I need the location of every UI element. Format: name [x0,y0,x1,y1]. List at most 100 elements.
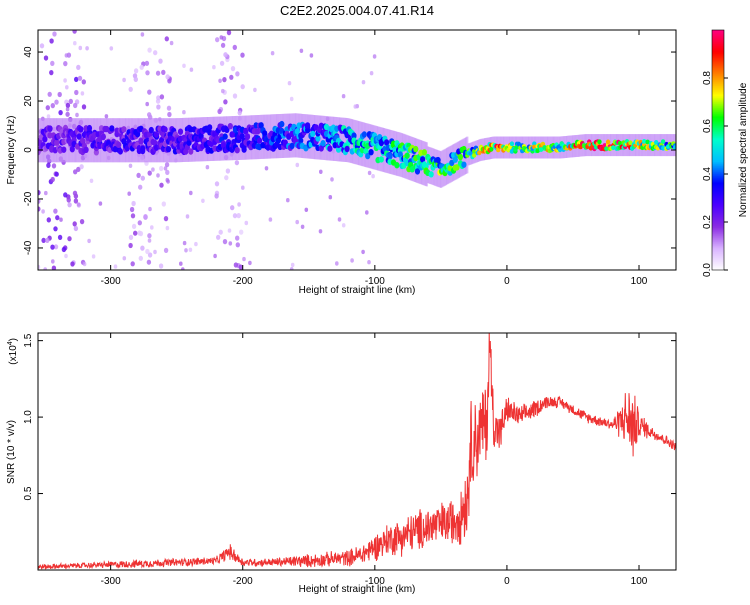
spectrogram-cell [248,260,252,266]
colorbar-swatch [712,150,724,153]
spectrogram-cell [235,71,240,77]
spectrogram-cell [163,216,169,222]
spectrogram-cell [49,38,54,44]
colorbar-swatch [712,112,724,115]
colorbar-swatch [712,74,724,77]
spectrogram-cell [54,171,59,177]
colorbar-swatch [712,234,724,237]
spectrogram-y-tick-label: 20 [23,95,34,107]
spectrogram-cell [189,190,193,196]
spectrogram-cell [42,136,48,143]
spectrogram-cell [361,131,367,138]
spectrogram-cell [102,118,105,163]
spectrogram-cell [218,229,223,235]
snr-x-tick-label: 0 [504,576,510,587]
spectrogram-cell [181,267,185,270]
spectrogram-cell [147,233,152,239]
spectrogram-cell [121,126,127,133]
spectrogram-cell [229,74,234,80]
spectrogram-cell [236,213,241,219]
spectrogram-cell [185,214,190,219]
spectrogram-cell [155,118,159,163]
spectrogram-cell [74,76,79,82]
spectrogram-cell [436,150,439,187]
spectrogram-cell [314,115,317,160]
spectrogram-cell [205,165,210,170]
spectrogram-cell [244,133,251,141]
spectrogram-cell [122,256,127,261]
colorbar-swatch [712,48,724,51]
spectrogram-cell [128,163,133,168]
colorbar-tick-label: 0.8 [702,71,713,85]
spectrogram-cell [289,96,294,102]
spectrogram-x-tick-label: 100 [631,276,648,287]
colorbar-swatch [712,230,724,233]
colorbar-swatch [712,54,724,57]
colorbar-swatch [712,126,724,129]
colorbar-swatch [712,72,724,75]
spectrogram-cell [340,117,343,162]
spectrogram-cell [165,177,170,183]
spectrogram-cell [214,181,220,187]
spectrogram-cell [378,156,384,163]
spectrogram-cell [50,103,55,109]
spectrogram-cell [404,152,410,159]
spectrogram-cell [70,261,75,267]
snr-x-tick-label: -300 [101,576,121,587]
spectrogram-cell [194,241,198,247]
spectrogram-cell [286,198,290,203]
spectrogram-cell [227,123,233,130]
colorbar-swatch [712,94,724,97]
spectrogram-cell [109,46,114,51]
spectrogram-cell [128,234,134,240]
colorbar-swatch [712,36,724,39]
spectrogram-cell [367,260,371,265]
spectrogram-cell [67,202,72,208]
spectrogram-cell [429,147,432,184]
spectrogram-cell [218,78,222,84]
colorbar-swatch [712,250,724,253]
spectrogram-cell [538,147,544,153]
colorbar-swatch [712,210,724,213]
colorbar-swatch [712,102,724,105]
spectrogram-cell [89,178,94,183]
spectrogram-cell [134,118,137,163]
colorbar-swatch [712,50,724,53]
spectrogram-cell [64,53,69,58]
colorbar-swatch [712,204,724,207]
spectrogram-cell [232,93,238,99]
spectrogram-cell [100,133,106,141]
colorbar-swatch [712,218,724,221]
spectrogram-cell [319,115,323,160]
spectrogram-cell [165,169,170,175]
spectrogram-cell [64,253,68,259]
spectrogram-cell [48,118,52,163]
spectrogram-cell [645,134,648,157]
colorbar-swatch [712,202,724,205]
spectrogram-cell [164,162,170,168]
spectrogram-cell [122,77,126,83]
spectrogram-x-tick-label: 0 [504,276,510,287]
colorbar-swatch [712,130,724,133]
spectrogram-cell [222,239,228,245]
spectrogram-cell [146,259,152,265]
spectrogram-cell [145,101,149,107]
spectrogram-cell [65,111,70,117]
spectrogram-cell [38,198,41,204]
spectrogram-cell [159,182,164,188]
colorbar-tick-label: 0.2 [702,215,713,229]
spectrogram-cell [39,43,45,49]
spectrogram-cell [68,98,74,104]
spectrogram-cell [368,149,374,156]
spectrogram-cell [59,217,63,222]
colorbar-swatch [712,84,724,87]
spectrogram-cell [156,104,161,110]
spectrogram-cell [167,111,172,118]
snr-x-tick-label: -200 [233,576,253,587]
colorbar-swatch [712,118,724,121]
spectrogram-cell [147,238,152,243]
spectrogram-y-tick-label: -20 [23,191,34,206]
spectrogram-cell [262,130,268,137]
spectrogram-cell [237,110,242,116]
spectrogram-cell [38,264,41,270]
